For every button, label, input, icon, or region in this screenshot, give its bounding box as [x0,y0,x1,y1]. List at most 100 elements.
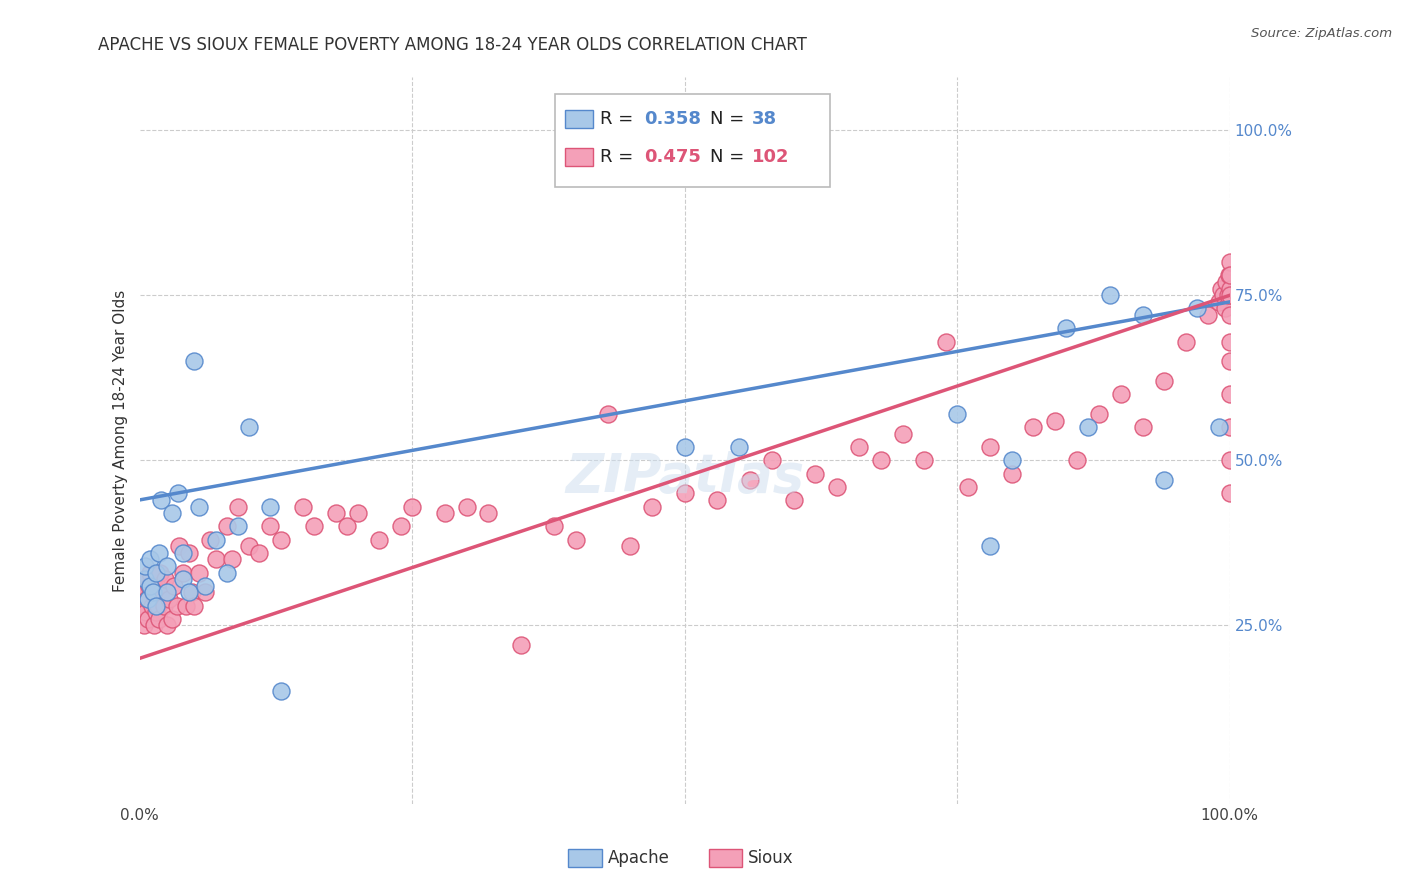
Point [1185,301,1208,316]
Point [166,486,188,500]
Point [142,618,165,632]
Point [259,519,281,533]
Point [1219,282,1241,296]
Point [598,407,620,421]
Point [1077,420,1099,434]
Point [1219,420,1241,434]
Point [180,585,202,599]
Point [1132,420,1154,434]
Text: ZIPatlas: ZIPatlas [565,450,804,503]
Point [183,599,205,613]
Point [935,334,957,349]
Text: 0.475: 0.475 [644,148,700,166]
Point [132,585,155,599]
Point [1219,486,1241,500]
Point [172,546,194,560]
Point [891,426,914,441]
Point [804,467,827,481]
Point [238,420,260,434]
Point [215,566,238,580]
Point [146,599,169,613]
Point [134,572,156,586]
Point [979,440,1001,454]
Point [1215,301,1237,316]
Point [346,506,368,520]
Point [183,354,205,368]
Text: R =: R = [600,148,640,166]
Point [1066,453,1088,467]
Point [157,591,180,606]
Point [226,500,249,514]
Point [1219,288,1241,302]
Point [957,480,980,494]
Point [1088,407,1111,421]
Point [510,638,533,652]
Point [1001,467,1024,481]
Point [1109,387,1132,401]
Point [1216,288,1239,302]
Point [564,533,586,547]
Point [946,407,969,421]
Point [336,519,359,533]
Point [1212,288,1234,302]
Text: 102: 102 [752,148,790,166]
Point [163,579,186,593]
Point [194,579,217,593]
Point [1219,308,1241,322]
Point [177,546,200,560]
Point [166,599,188,613]
Point [433,506,456,520]
Point [156,618,179,632]
Point [1098,288,1121,302]
Point [1197,308,1219,322]
Text: N =: N = [710,148,749,166]
Point [188,500,211,514]
Point [153,572,176,586]
Point [149,566,172,580]
Point [172,566,194,580]
Text: Source: ZipAtlas.com: Source: ZipAtlas.com [1251,27,1392,40]
Point [143,591,166,606]
Point [172,572,194,586]
Point [673,440,696,454]
Point [1208,420,1230,434]
Point [226,519,249,533]
Point [167,539,190,553]
Point [1219,334,1241,349]
Point [156,558,179,573]
Point [1219,255,1241,269]
Point [477,506,499,520]
Point [162,612,184,626]
Point [673,486,696,500]
Point [401,500,423,514]
Point [1215,275,1237,289]
Point [706,492,728,507]
Point [641,500,664,514]
Point [134,558,156,573]
Point [176,599,198,613]
Point [138,579,160,593]
Point [619,539,641,553]
Point [1219,268,1241,283]
Point [132,618,155,632]
Point [205,552,228,566]
Point [869,453,891,467]
Point [761,453,783,467]
Point [1175,334,1198,349]
Point [141,599,163,613]
Text: 38: 38 [752,110,778,128]
Point [782,492,804,507]
Point [389,519,412,533]
Point [1218,268,1240,283]
Point [136,612,159,626]
Point [1219,354,1241,368]
Text: 0.358: 0.358 [644,110,702,128]
Point [249,546,271,560]
Point [134,572,156,586]
Text: Sioux: Sioux [748,849,793,867]
Point [368,533,391,547]
Point [1054,321,1077,335]
Point [145,599,167,613]
Point [221,552,243,566]
Text: Apache: Apache [607,849,669,867]
